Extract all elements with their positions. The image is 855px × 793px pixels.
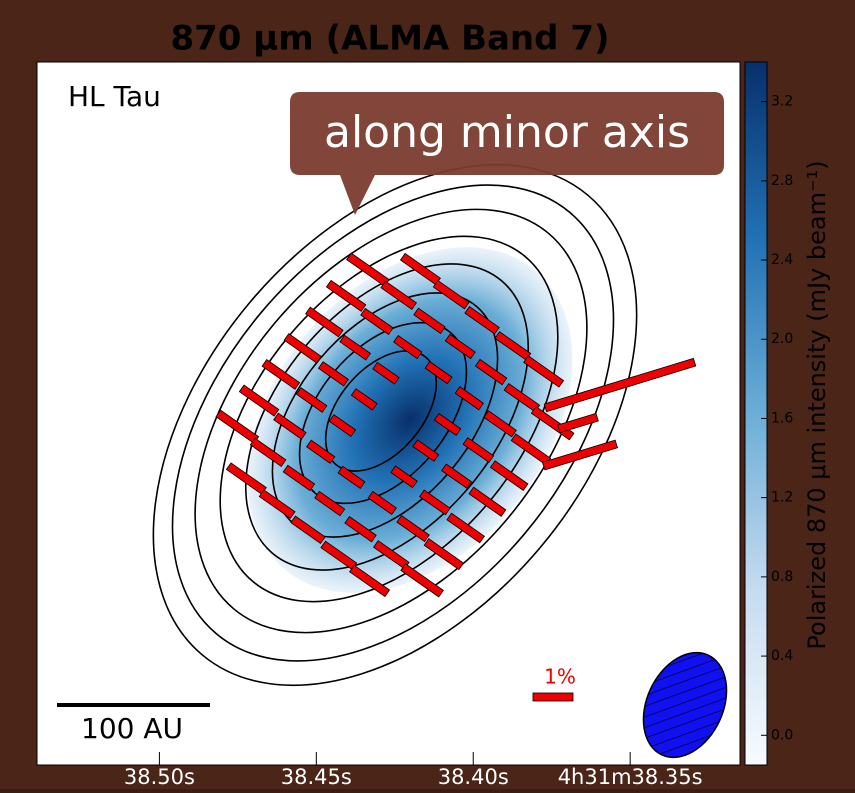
colorbar-tick-label: 0.8 [771,569,793,585]
colorbar [745,62,767,765]
colorbar-tick-label: 0.4 [771,648,793,664]
source-label: HL Tau [68,80,161,113]
colorbar-tick-label: 2.4 [771,252,793,268]
colorbar-label: Polarized 870 μm intensity (mJy beam⁻¹) [803,160,831,649]
colorbar-tick-label: 1.2 [771,490,793,506]
scale-bar-label: 100 AU [81,712,183,745]
x-tick-label: 38.50s [124,765,195,789]
colorbar-tick-label: 0.0 [771,727,793,743]
x-tick-label: 4h31m38.35s [558,765,703,789]
figure: along minor axis HL Tau 870 μm (ALMA Ban… [0,0,855,789]
colorbar-tick-label: 1.6 [771,410,793,426]
title: 870 μm (ALMA Band 7) [170,19,609,59]
x-tick-label: 38.40s [438,765,509,789]
colorbar-tick-label: 3.2 [771,94,793,110]
vector-scale-bar [533,693,573,701]
callout-text: along minor axis [324,107,690,158]
x-tick-label: 38.45s [281,765,352,789]
vector-scale-label: 1% [544,665,576,689]
colorbar-tick-label: 2.8 [771,173,793,189]
colorbar-tick-label: 2.0 [771,331,793,347]
